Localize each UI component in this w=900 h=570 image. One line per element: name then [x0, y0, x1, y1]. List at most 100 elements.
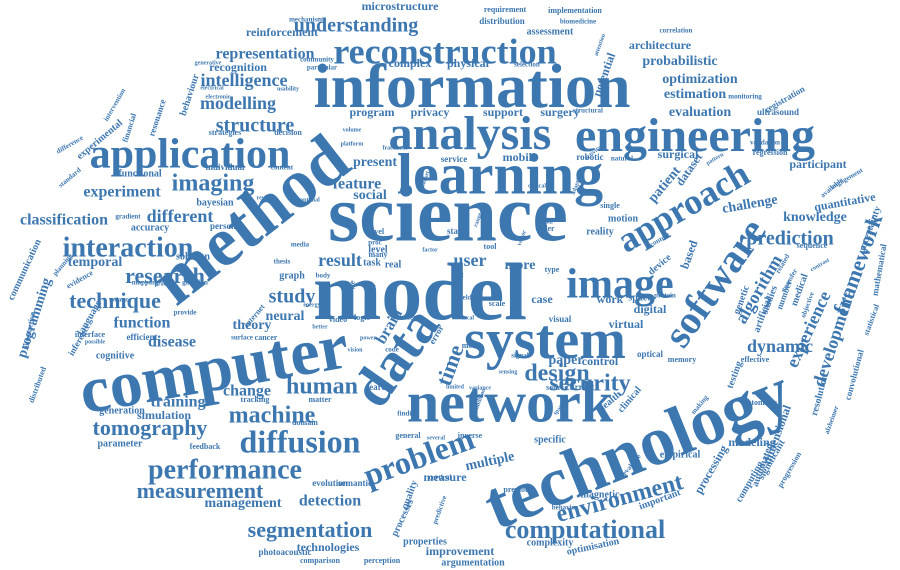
word-body: body — [316, 272, 331, 280]
word-provide: provide — [174, 309, 197, 317]
word-proc: proc — [368, 239, 381, 247]
word-convolutional: convolutional — [843, 348, 866, 401]
word-cognitive: cognitive — [96, 350, 135, 361]
word-microstructure: microstructure — [362, 0, 440, 13]
word-factor: factor — [422, 247, 438, 253]
word-tracking: tracking — [241, 395, 270, 404]
word-paper: paper — [549, 353, 584, 368]
word-alzheimer: alzheimer — [823, 405, 841, 436]
word-neural: neural — [266, 309, 305, 324]
word-community: community — [300, 56, 334, 64]
word-state: state — [447, 226, 465, 236]
word-local: local — [462, 315, 474, 321]
word-temporal: temporal — [68, 255, 123, 270]
word-feedback: feedback — [190, 442, 221, 451]
word-video: video — [329, 315, 347, 324]
word-signal: signal — [511, 352, 529, 360]
word-distributed: distributed — [27, 365, 49, 404]
word-logic: logic — [354, 313, 370, 322]
word-architecture: architecture — [629, 38, 692, 52]
word-perception: perception — [364, 556, 401, 565]
word-photoacoustic: photoacoustic — [258, 547, 311, 557]
word-current: current — [566, 382, 595, 392]
word-specific: specific — [534, 434, 566, 445]
word-energy: energy — [303, 302, 320, 308]
word-distribution: distribution — [479, 16, 525, 26]
word-text: text — [452, 271, 464, 279]
word-experiment: experiment — [83, 184, 161, 201]
word-virtual: virtual — [609, 317, 644, 331]
word-monitoring: monitoring — [728, 93, 762, 101]
word-generation: generation — [99, 405, 145, 416]
word-global: global — [537, 219, 553, 225]
word-accuracy: accuracy — [131, 222, 169, 233]
word-segmentation: segmentation — [248, 517, 373, 542]
word-content: content — [271, 164, 294, 172]
word-task: task — [363, 257, 381, 268]
word-program: program — [349, 105, 394, 119]
word-support: support — [483, 105, 523, 119]
word-memory: memory — [668, 355, 696, 364]
word-recent: recent — [401, 314, 420, 322]
word-imaging: imaging — [172, 171, 255, 197]
word-code: code — [385, 346, 399, 354]
word-review: review — [257, 195, 275, 201]
word-physical: physical — [447, 56, 490, 70]
word-behavior: behavior — [552, 504, 578, 512]
word-media: media — [291, 241, 310, 249]
word-novel: novel — [366, 227, 385, 236]
word-general: general — [395, 431, 421, 440]
word-real: real — [385, 259, 402, 270]
word-single: single — [600, 201, 620, 210]
word-better: better — [312, 324, 328, 330]
word-participant: participant — [789, 157, 846, 171]
word-mobile: mobile — [503, 150, 538, 164]
word-control: control — [582, 354, 619, 368]
word-work: work — [597, 292, 624, 306]
word-solution: solution — [176, 251, 210, 262]
word-protein: protein — [654, 292, 676, 300]
word-person: person — [210, 221, 236, 231]
word-sequence: sequence — [797, 241, 828, 250]
word-several: several — [427, 435, 445, 441]
word-parameter: parameter — [98, 438, 144, 449]
word-mechanism: mechanism — [289, 16, 323, 24]
word-evolution: evolution — [312, 478, 348, 488]
word-sensing: sensing — [499, 369, 518, 375]
word-validation: validation — [750, 139, 780, 147]
word-standard: standard — [57, 166, 83, 189]
word-electronic: electronic — [206, 94, 231, 100]
word-previous: previous — [503, 485, 532, 494]
word-vision: vision — [347, 347, 363, 353]
word-natural: natural — [611, 155, 633, 163]
word-reality: reality — [586, 226, 614, 237]
word-biomedicine: biomedicine — [560, 18, 596, 26]
word-optical: optical — [637, 349, 663, 359]
word-selection: selection — [514, 61, 540, 69]
word-intervention: intervention — [102, 87, 127, 123]
word-based: based — [677, 238, 700, 271]
word-classification: classification — [20, 212, 108, 229]
word-argumentation: argumentation — [441, 557, 505, 568]
word-optimal: optimal — [300, 197, 320, 203]
word-evaluation: evaluation — [669, 105, 731, 120]
word-management: management — [205, 496, 282, 511]
word-comparison: comparison — [300, 556, 341, 565]
word-usability: usability — [277, 86, 299, 92]
word-electrical: electrical — [200, 85, 224, 91]
word-present: present — [353, 155, 397, 170]
word-fractional: fractional — [383, 145, 408, 151]
word-complexity: complexity — [527, 537, 574, 548]
word-implementation: implementation — [548, 6, 602, 15]
word-individual: individual — [205, 162, 245, 172]
word-simulation: simulation — [137, 408, 191, 422]
word-magnetic: magnetic — [581, 489, 620, 500]
word-privacy: privacy — [411, 105, 450, 119]
word-case: case — [531, 292, 553, 306]
word-power: power — [360, 335, 376, 341]
word-finding: finding — [397, 410, 419, 418]
word-estimate: estimate — [109, 297, 131, 303]
word-structural: structural — [573, 107, 603, 115]
word-many: many — [368, 250, 387, 259]
